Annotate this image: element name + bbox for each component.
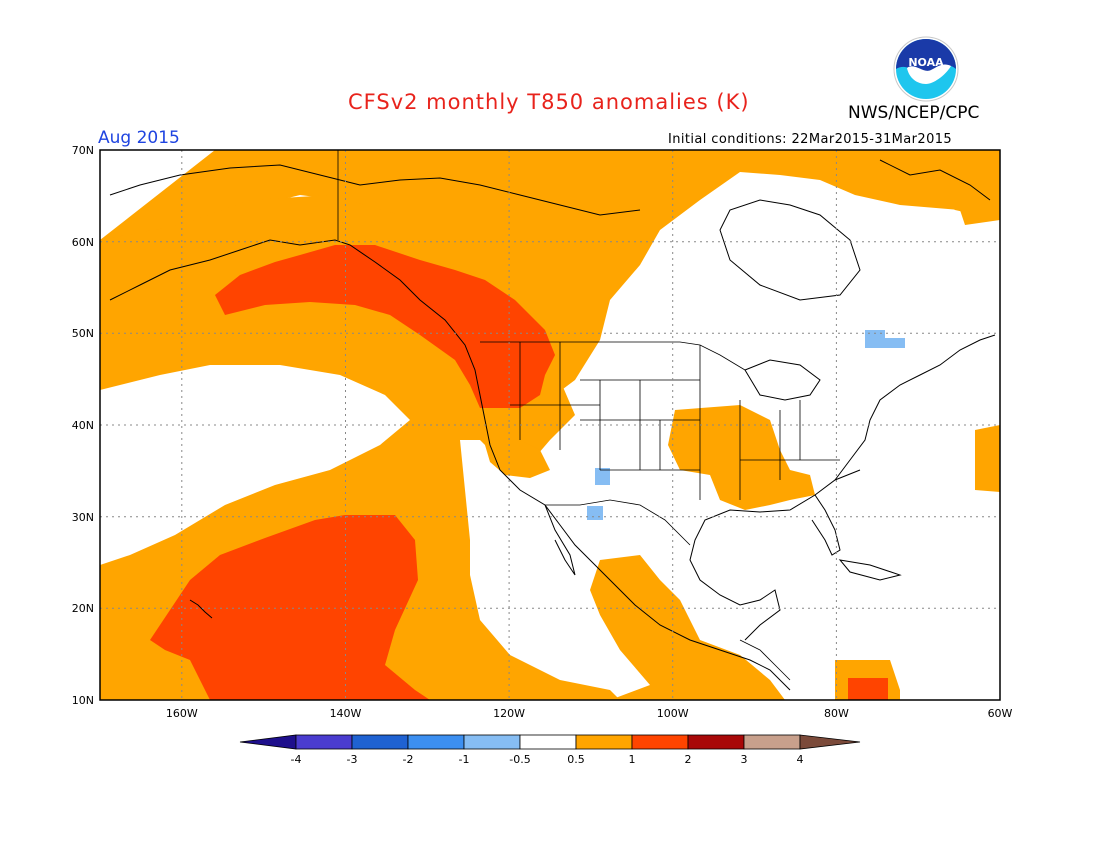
latitude-labels: 70N 60N 50N 40N 30N 20N 10N [72,144,94,707]
lon-label-120w: 120W [493,707,525,720]
noaa-logo-text: NOAA [908,56,944,69]
colorbar-label: 1 [629,753,636,766]
colorbar-label: -3 [347,753,358,766]
colorbar-label: -1 [459,753,470,766]
colorbar-swatch [743,734,801,750]
lon-label-140w: 140W [330,707,362,720]
lat-label-60n: 60N [72,236,94,249]
agency-label: NWS/NCEP/CPC [848,103,980,123]
colorbar-swatch [519,734,577,750]
colorbar-arrow-low [239,734,297,750]
map-title: CFSv2 monthly T850 anomalies (K) [348,90,750,114]
colorbar-swatch [687,734,745,750]
colorbar-swatch [407,734,465,750]
colorbar-label: -0.5 [509,753,530,766]
lon-label-60w: 60W [988,707,1013,720]
lat-label-50n: 50N [72,327,94,340]
colorbar-swatch [631,734,689,750]
colorbar-label: 0.5 [567,753,585,766]
lon-label-160w: 160W [166,707,198,720]
lat-label-30n: 30N [72,511,94,524]
map-frame [99,149,1001,701]
colorbar-swatch [463,734,521,750]
colorbar-labels: -4 -3 -2 -1 -0.5 0.5 1 2 3 4 [291,753,804,766]
colorbar [239,734,861,750]
lat-label-70n: 70N [72,144,94,157]
lat-label-40n: 40N [72,419,94,432]
colorbar-label: -4 [291,753,302,766]
colorbar-swatch [351,734,409,750]
forecast-month: Aug 2015 [98,128,180,148]
lon-label-100w: 100W [657,707,689,720]
noaa-logo: NOAA [893,36,959,102]
anomaly-1-2-regions [150,245,888,700]
lon-label-80w: 80W [824,707,849,720]
colorbar-label: -2 [403,753,414,766]
colorbar-label: 4 [797,753,804,766]
initial-conditions: Initial conditions: 22Mar2015-31Mar2015 [668,132,953,147]
lat-label-20n: 20N [72,602,94,615]
colorbar-swatch [295,734,353,750]
colorbar-label: 3 [741,753,748,766]
coastlines [109,159,996,691]
colorbar-arrow-high [799,734,861,750]
political-borders [337,150,840,681]
colorbar-swatch [575,734,633,750]
longitude-labels: 160W 140W 120W 100W 80W 60W [166,707,1013,720]
gridlines [100,150,1000,700]
lat-label-10n: 10N [72,694,94,707]
colorbar-label: 2 [685,753,692,766]
